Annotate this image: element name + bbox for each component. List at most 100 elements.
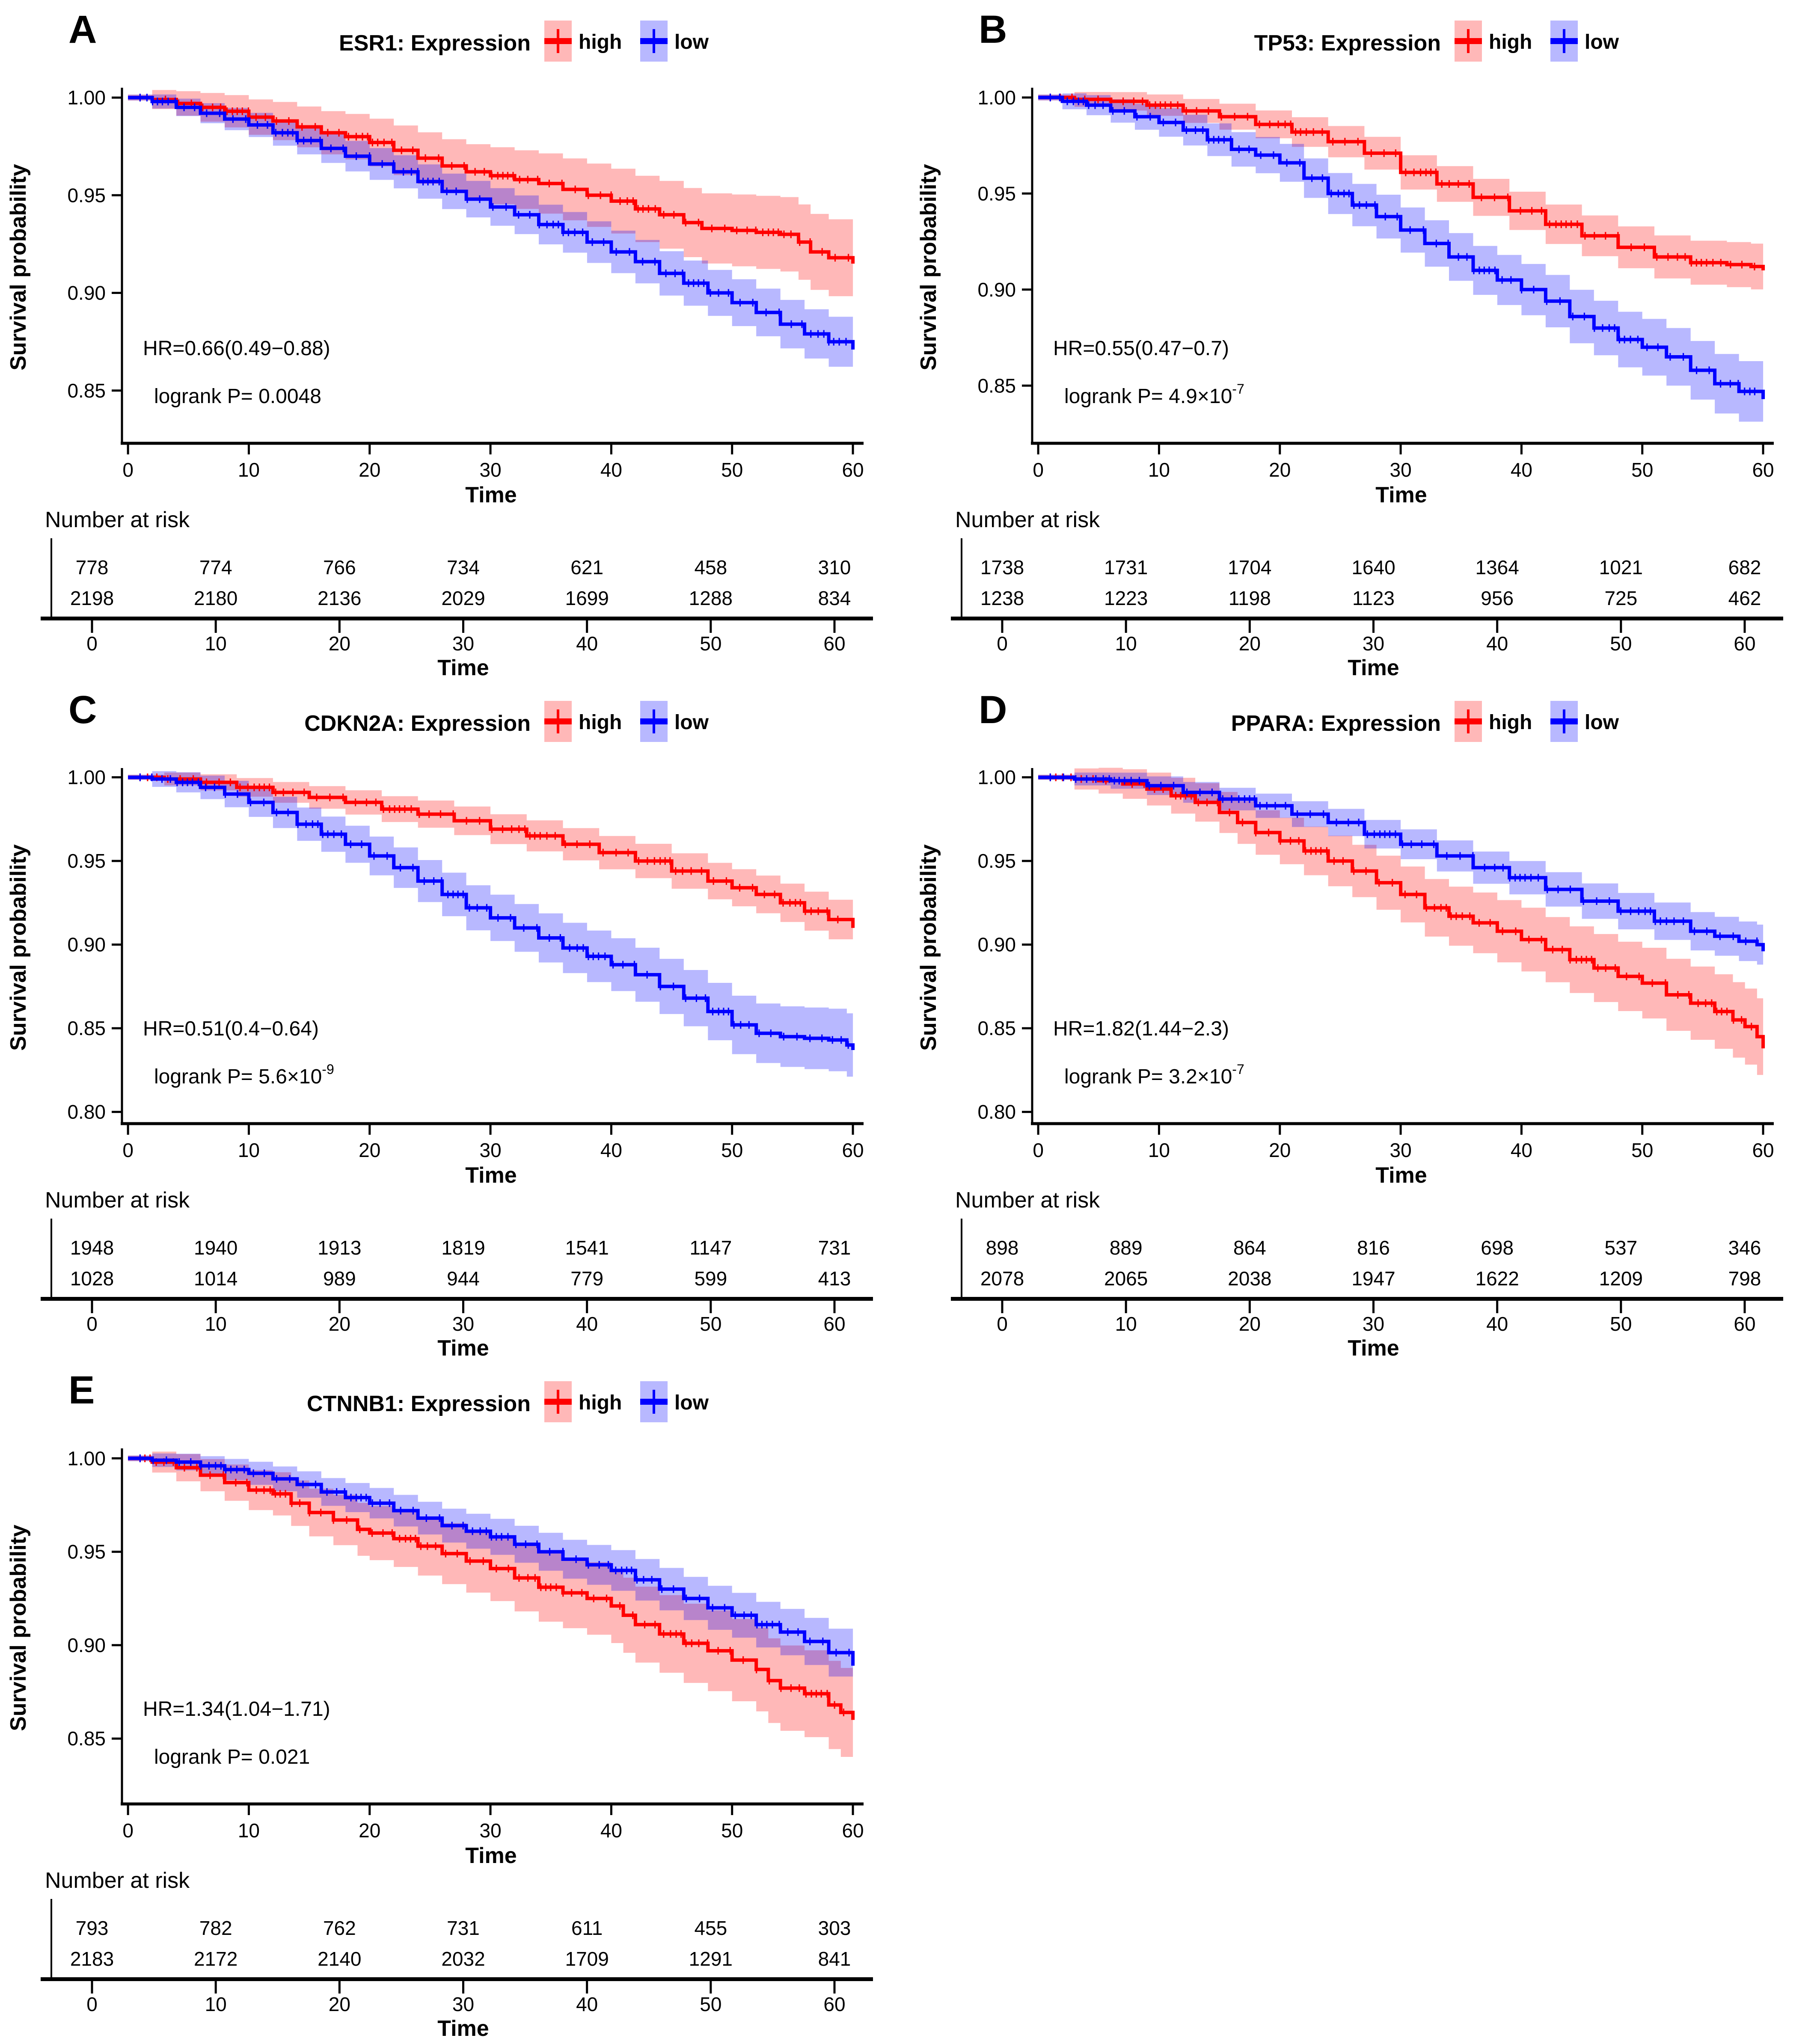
logrank-label: logrank P= 0.021 xyxy=(154,1746,310,1768)
panel-letter: E xyxy=(68,1368,95,1412)
risk-axis-tick-label: 30 xyxy=(1363,632,1384,655)
hr-label: HR=0.66(0.49−0.88) xyxy=(143,337,330,360)
high-curve xyxy=(128,773,855,928)
y-tick-label: 0.95 xyxy=(977,182,1016,205)
panel-c-svg: C CDKN2A: Expression high low 1.00 0.95 0.90 0.… xyxy=(6,688,873,1361)
panel-letter: B xyxy=(979,8,1007,51)
risk-count: 1913 xyxy=(318,1237,361,1259)
x-axis-title: Time xyxy=(465,1163,517,1188)
risk-count: 1014 xyxy=(194,1267,238,1290)
hr-label: HR=1.82(1.44−2.3) xyxy=(1053,1018,1229,1040)
panel-e: E CTNNB1: Expression high low 1.00 0.95 0.90 0.… xyxy=(0,1361,910,2041)
risk-count: 834 xyxy=(818,587,851,609)
risk-row-low: 2198 2180 2136 2029 1699 1288 834 xyxy=(70,587,851,609)
risk-axis-tick-label: 60 xyxy=(823,632,845,655)
risk-count: 798 xyxy=(1728,1267,1761,1290)
low-curve xyxy=(128,773,855,1050)
risk-axis-tick-label: 0 xyxy=(86,1313,98,1335)
panel-b: B TP53: Expression high low 1.00 0.95 0.90 0.85… xyxy=(910,0,1820,680)
risk-count: 303 xyxy=(818,1917,851,1939)
risk-axis-line xyxy=(41,1297,873,1301)
risk-count: 1223 xyxy=(1104,587,1148,609)
panel-c: C CDKN2A: Expression high low 1.00 0.95 0.90 0.… xyxy=(0,680,910,1361)
confidence-bands xyxy=(1038,92,1764,430)
risk-table: Number at risk 1738 1731 1704 1640 1364 1021 68… xyxy=(951,507,1783,680)
risk-count: 698 xyxy=(1481,1237,1514,1259)
number-at-risk-label: Number at risk xyxy=(45,1188,190,1213)
y-tick-label: 0.95 xyxy=(67,1541,106,1563)
x-tick-label: 0 xyxy=(1033,459,1044,481)
x-tick-label: 20 xyxy=(359,1139,380,1161)
risk-axis-tick-label: 60 xyxy=(823,1993,845,2015)
risk-axis-tick-label: 60 xyxy=(1734,632,1755,655)
number-at-risk-label: Number at risk xyxy=(45,507,190,532)
hr-label: HR=0.55(0.47−0.7) xyxy=(1053,337,1229,360)
low-curve xyxy=(128,1454,855,1666)
low-curve xyxy=(1038,773,1765,952)
risk-count: 1709 xyxy=(565,1948,609,1970)
x-tick-label: 50 xyxy=(721,1819,743,1842)
logrank-label: logrank P= 3.2×10-7 xyxy=(1064,1062,1244,1088)
y-tick-label: 0.95 xyxy=(977,850,1016,872)
risk-row-high: 778 774 766 734 621 458 310 xyxy=(76,556,851,578)
risk-count: 1819 xyxy=(441,1237,485,1259)
panel-title: TP53: Expression xyxy=(1254,31,1441,56)
risk-row-high: 793 782 762 731 611 455 303 xyxy=(76,1917,851,1939)
high-confidence-band xyxy=(128,1451,853,1765)
low-confidence-band xyxy=(1038,93,1764,430)
risk-axis-tick-label: 30 xyxy=(1363,1313,1384,1335)
plot-axes: 1.00 0.95 0.90 0.85 0.80 0 10 20 30 40 50 60 Time Sur… xyxy=(916,766,1774,1188)
low-survival-line xyxy=(128,1457,855,1666)
risk-axis-tick-label: 20 xyxy=(1239,632,1261,655)
panel-d-svg: D PPARA: Expression high low 1.00 0.95 0.90 0.8… xyxy=(916,688,1783,1361)
legend-label-low: low xyxy=(1585,711,1619,734)
number-at-risk-label: Number at risk xyxy=(955,1188,1100,1213)
risk-axis-tick-label: 10 xyxy=(205,1313,227,1335)
y-axis-title: Survival probability xyxy=(916,844,941,1051)
panel-title: CTNNB1: Expression xyxy=(307,1391,531,1416)
legend-key-low-censor-tick-icon xyxy=(1563,709,1565,733)
confidence-bands xyxy=(128,90,853,375)
x-tick-label: 40 xyxy=(600,1139,622,1161)
x-tick-label: 0 xyxy=(122,459,134,481)
risk-count: 611 xyxy=(571,1917,603,1939)
legend-label-low: low xyxy=(1585,31,1619,53)
x-tick-label: 50 xyxy=(721,1139,743,1161)
risk-count: 413 xyxy=(818,1267,851,1290)
risk-axis-title: Time xyxy=(1348,1336,1399,1361)
x-tick-label: 20 xyxy=(359,459,380,481)
x-tick-label: 60 xyxy=(842,1819,864,1842)
logrank-label: logrank P= 4.9×10-7 xyxy=(1064,381,1244,408)
x-tick-label: 20 xyxy=(1269,459,1291,481)
risk-axis-line xyxy=(41,1977,873,1981)
x-tick-label: 0 xyxy=(1033,1139,1044,1161)
risk-count: 2183 xyxy=(70,1948,114,1970)
confidence-bands xyxy=(128,1451,853,1765)
x-tick-label: 60 xyxy=(1752,1139,1774,1161)
x-tick-label: 40 xyxy=(1511,1139,1532,1161)
risk-axis-tick-label: 0 xyxy=(997,1313,1008,1335)
legend-label-high: high xyxy=(579,1391,622,1414)
risk-count: 346 xyxy=(1728,1237,1761,1259)
risk-table: Number at risk 1948 1940 1913 1819 1541 1147 73… xyxy=(41,1188,873,1361)
risk-axis-tick-label: 20 xyxy=(329,632,350,655)
risk-count: 898 xyxy=(986,1237,1019,1259)
risk-count: 2038 xyxy=(1228,1267,1271,1290)
panel-title: CDKN2A: Expression xyxy=(304,711,531,736)
y-tick-label: 0.85 xyxy=(977,1017,1016,1039)
risk-count: 816 xyxy=(1357,1237,1390,1259)
risk-count: 621 xyxy=(570,556,603,578)
risk-count: 944 xyxy=(447,1267,480,1290)
risk-row-low: 2183 2172 2140 2032 1709 1291 841 xyxy=(70,1948,851,1970)
risk-count: 2180 xyxy=(194,587,238,609)
risk-count: 762 xyxy=(323,1917,356,1939)
risk-count: 841 xyxy=(818,1948,851,1970)
hr-label: HR=0.51(0.4−0.64) xyxy=(143,1018,319,1040)
x-tick-label: 30 xyxy=(1390,459,1412,481)
risk-axis-tick-label: 60 xyxy=(1734,1313,1755,1335)
risk-axis-tick-label: 50 xyxy=(700,1993,721,2015)
risk-axis-tick-label: 40 xyxy=(576,1313,598,1335)
risk-count: 1364 xyxy=(1475,556,1519,578)
panel-e-svg: E CTNNB1: Expression high low 1.00 0.95 0.90 0.… xyxy=(6,1368,873,2041)
